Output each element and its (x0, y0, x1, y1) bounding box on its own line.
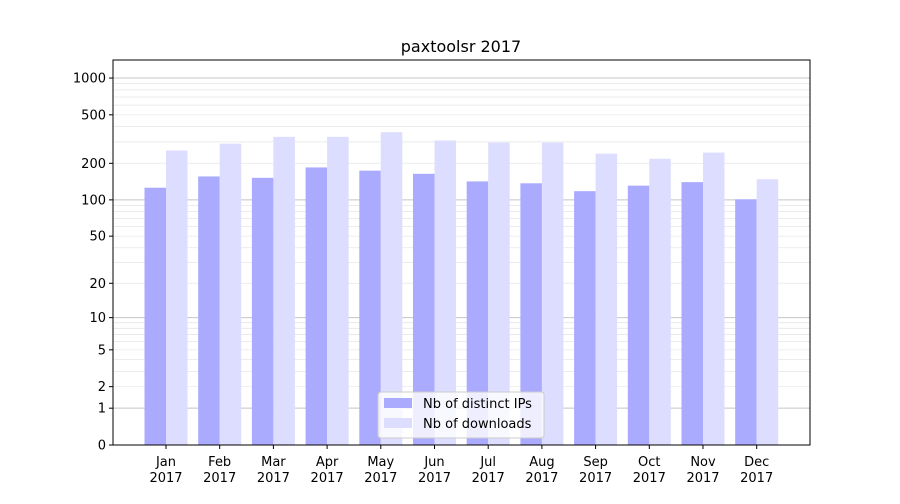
x-tick-label-month: Nov (690, 455, 716, 470)
y-tick-label: 10 (89, 311, 106, 326)
y-tick-label: 5 (98, 343, 106, 358)
bar-downloads-sep (595, 153, 618, 445)
bar-distinct-ips-nov (681, 182, 703, 445)
bar-distinct-ips-oct (627, 185, 650, 445)
bar-downloads-feb (219, 143, 242, 445)
x-tick-label-year: 2017 (472, 471, 505, 486)
bars (144, 132, 779, 446)
y-tick-label: 0 (98, 439, 106, 454)
x-tick-label-year: 2017 (579, 471, 612, 486)
bar-downloads-dec (756, 179, 779, 446)
x-tick-label-year: 2017 (525, 471, 558, 486)
y-tick-label: 1000 (73, 72, 106, 87)
y-tick-label: 2 (98, 380, 106, 395)
y-tick-label: 200 (81, 157, 106, 172)
y-tick-label: 1 (98, 402, 106, 417)
legend: Nb of distinct IPs Nb of downloads (377, 391, 545, 439)
x-axis: Jan2017Feb2017Mar2017Apr2017May2017Jun20… (149, 445, 773, 486)
x-tick-label-year: 2017 (149, 471, 182, 486)
x-tick-label-year: 2017 (740, 471, 773, 486)
x-tick-label-month: Jun (423, 455, 444, 470)
x-tick-label-month: Oct (638, 455, 660, 470)
x-tick-label-month: Aug (529, 455, 554, 470)
x-tick-label-year: 2017 (364, 471, 397, 486)
y-tick-label: 20 (89, 277, 106, 292)
bar-downloads-may (380, 132, 403, 446)
x-tick-label-month: Jul (479, 455, 496, 470)
x-tick-label-month: Apr (316, 455, 339, 470)
legend-label: Nb of distinct IPs (423, 397, 532, 412)
bar-distinct-ips-may (359, 170, 381, 445)
x-tick-label-year: 2017 (203, 471, 236, 486)
bar-distinct-ips-apr (305, 167, 328, 445)
bar-distinct-ips-dec (735, 199, 757, 445)
bar-distinct-ips-jun (413, 173, 435, 446)
bar-downloads-nov (703, 152, 725, 446)
bar-distinct-ips-mar (251, 177, 274, 445)
bar-distinct-ips-sep (574, 191, 596, 445)
x-tick-label-year: 2017 (686, 471, 719, 486)
plot-frame (112, 59, 811, 446)
x-tick-label-month: Feb (208, 455, 231, 470)
y-tick-label: 50 (89, 230, 106, 245)
bar-distinct-ips-jan (144, 187, 166, 445)
bar-downloads-jun (434, 140, 456, 445)
x-tick-label-year: 2017 (418, 471, 451, 486)
x-tick-label-month: Dec (744, 455, 769, 470)
x-tick-label-month: Jan (155, 455, 176, 470)
x-tick-label-month: May (367, 455, 394, 470)
bar-downloads-oct (649, 158, 671, 446)
bar-downloads-aug (541, 142, 564, 445)
x-tick-label-year: 2017 (311, 471, 344, 486)
bar-downloads-jan (166, 150, 188, 445)
y-axis: 0 1 2 5 10 20 50 100 200 500 1000 (73, 72, 113, 454)
legend-box (377, 391, 545, 439)
chart-title: paxtoolsr 2017 (401, 37, 521, 56)
x-tick-label-month: Sep (583, 455, 608, 470)
bar-downloads-mar (273, 136, 295, 445)
legend-label: Nb of downloads (423, 417, 532, 432)
legend-swatch (384, 398, 412, 408)
y-tick-label: 500 (81, 108, 106, 123)
y-tick-label: 100 (81, 193, 106, 208)
x-tick-label-year: 2017 (257, 471, 290, 486)
bar-downloads-jul (488, 142, 510, 445)
legend-swatch (384, 418, 412, 428)
x-tick-label-month: Mar (261, 455, 286, 470)
x-tick-label-year: 2017 (633, 471, 666, 486)
bar-distinct-ips-feb (198, 176, 220, 445)
bar-distinct-ips-jul (466, 181, 489, 445)
bar-downloads-apr (327, 136, 349, 445)
bar-distinct-ips-aug (520, 183, 542, 445)
